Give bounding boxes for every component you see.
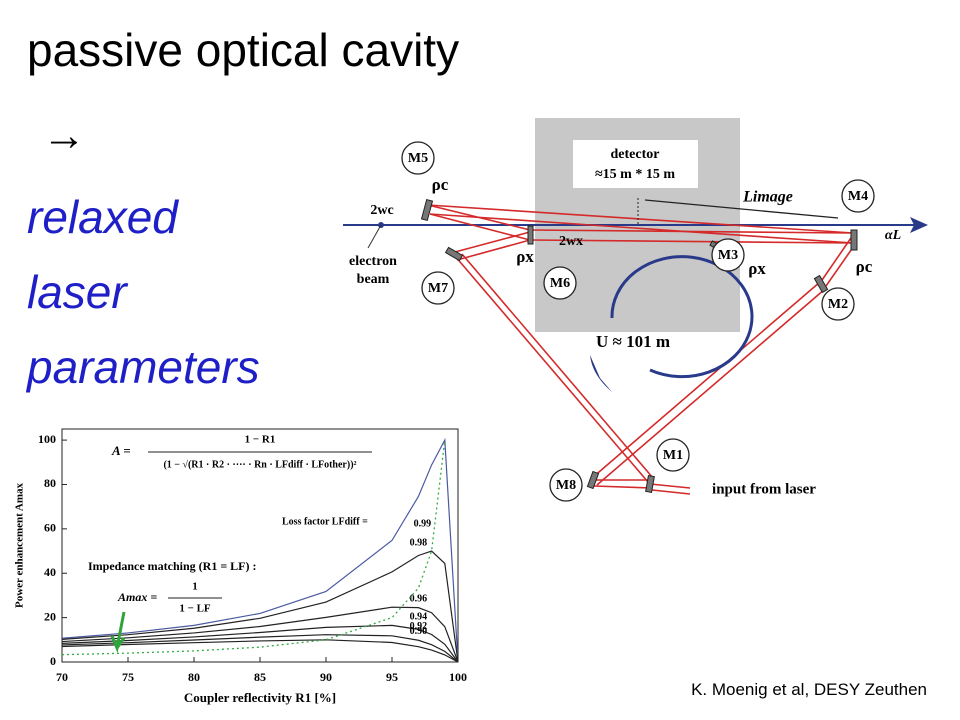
leader [367, 224, 382, 249]
curve [62, 624, 458, 662]
y-axis-label: Power enhancement Amax [14, 482, 26, 608]
round-trip-label: U ≈ 101 m [596, 332, 670, 351]
rho-x: ρx [516, 247, 534, 266]
rho-c: ρc [856, 257, 873, 276]
curve [62, 550, 458, 662]
input-label: input from laser [712, 481, 816, 497]
y-tick-label: 100 [38, 432, 56, 446]
laser-beams [427, 204, 857, 495]
y-tick-label: 80 [44, 476, 56, 490]
curve-label: 0.92 [410, 621, 428, 632]
waist-c: 2wc [370, 203, 393, 218]
detector-box [573, 140, 698, 188]
credit: K. Moenig et al, DESY Zeuthen [691, 680, 927, 699]
limage-label: Limage [742, 189, 793, 206]
mirror-label: M6 [550, 276, 570, 291]
waist-x: 2wx [559, 234, 583, 249]
curve [62, 606, 458, 662]
electron-beam-label: electron [349, 254, 397, 269]
mirror-label: M3 [718, 248, 738, 263]
mirror-label: M1 [663, 448, 683, 463]
mirror-label: M2 [828, 297, 848, 312]
x-tick-label: 90 [320, 670, 332, 684]
curve-label: 0.96 [410, 593, 428, 604]
mirror-label: M8 [556, 478, 576, 493]
x-tick-label: 95 [386, 670, 398, 684]
mirror-label: M4 [848, 189, 868, 204]
curve [62, 634, 458, 662]
slide-title: passive optical cavity [27, 24, 459, 76]
formula: A = [111, 443, 131, 458]
curve-label: 0.94 [410, 612, 428, 623]
conclusion-line: relaxed [27, 191, 179, 243]
limage-arrow [644, 199, 839, 219]
x-tick-label: 75 [122, 670, 134, 684]
arrow: → [42, 111, 86, 160]
y-tick-label: 60 [44, 521, 56, 535]
rho-c: ρc [432, 175, 449, 194]
beam-arrow [910, 217, 928, 233]
x-tick-label: 85 [254, 670, 266, 684]
mirror-label: M7 [428, 281, 448, 296]
impedance-label: Impedance matching (R1 = LF) : [88, 559, 257, 573]
formula: 1 − LF [179, 603, 211, 615]
detector-label: detector [611, 147, 660, 162]
rho-x: ρx [748, 259, 766, 278]
curve-label: 0.98 [410, 537, 428, 548]
curve [62, 437, 458, 662]
chart-bg [0, 410, 475, 710]
y-tick-label: 0 [50, 654, 56, 668]
electron-beam-label: beam [357, 272, 390, 287]
curve [62, 639, 458, 662]
alpha-label: αL [885, 228, 901, 243]
formula: (1 − √(R1 · R2 · ···· · Rn · LFdiff · LF… [163, 459, 356, 470]
y-tick-label: 20 [44, 609, 56, 623]
curve-label: 0.90 [410, 626, 428, 637]
enhancement-chart: 0 20 40 60 80 100 70 75 80 85 90 95 100 Coupler refle… [0, 410, 475, 710]
mirror-circles [401, 141, 875, 502]
loss-label: Loss factor LFdiff = [282, 516, 368, 527]
formula: Amax = [117, 590, 157, 604]
conclusion-line: laser [27, 266, 128, 318]
x-tick-label: 80 [188, 670, 200, 684]
conclusion-line: parameters [25, 341, 260, 393]
curve [62, 440, 446, 656]
y-tick-label: 40 [44, 565, 56, 579]
detector-size: ≈15 m * 15 m [595, 167, 675, 182]
curve-label: 0.99 [414, 518, 432, 529]
formula: 1 − R1 [245, 434, 276, 446]
round-trip-arc [610, 255, 754, 379]
green-arrow [110, 611, 126, 654]
mirror-label: M5 [408, 151, 428, 166]
formula: 1 [192, 581, 198, 593]
x-tick-label: 100 [449, 670, 467, 684]
x-axis-label: Coupler reflectivity R1 [%] [184, 690, 336, 705]
x-tick-label: 70 [56, 670, 68, 684]
